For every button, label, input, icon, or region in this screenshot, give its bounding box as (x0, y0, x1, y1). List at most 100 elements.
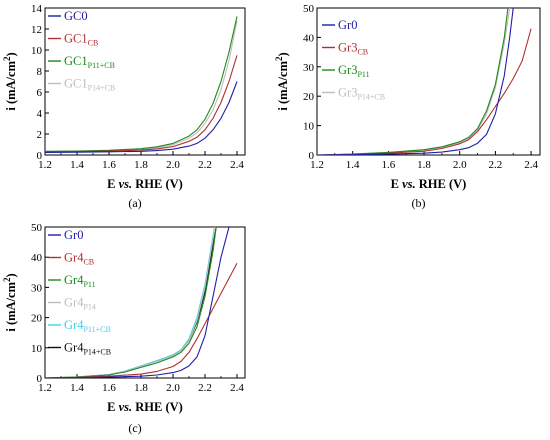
legend-entry-name: GC0 (64, 9, 88, 23)
x-axis-title-post: RHE (V) (132, 177, 183, 191)
legend-entry: Gr3P11 (338, 63, 370, 79)
y-axis-title-main: i (mA/cm (4, 281, 18, 331)
legend-entry: Gr0 (64, 228, 83, 242)
y-tick-label: 4 (37, 108, 43, 120)
x-axis-title-pre: E (107, 177, 118, 191)
y-axis-title: i (mA/cm2) (2, 52, 18, 110)
y-tick-label: 10 (31, 343, 43, 355)
legend-entry: Gr0 (338, 18, 357, 32)
x-tick-label: 1.4 (346, 159, 360, 171)
x-axis-title: E vs. RHE (V) (107, 400, 183, 414)
legend-entry-sub: P14+CB (83, 348, 111, 357)
y-axis-title-sup: 2 (2, 277, 12, 282)
legend-entry-name: Gr4 (64, 318, 84, 332)
y-tick-label: 20 (31, 313, 43, 325)
series-line (45, 16, 238, 152)
legend-entry-sub: P14 (83, 303, 95, 312)
series-group (45, 227, 238, 378)
legend-entry-name: Gr4 (64, 341, 84, 355)
legend-entry: Gr4CB (64, 251, 94, 267)
legend-entry-name: GC1 (64, 32, 88, 46)
x-axis-title-pre: E (391, 177, 402, 191)
y-tick-label: 50 (303, 3, 315, 15)
series-line (45, 227, 217, 378)
y-axis-title-main: i (mA/cm (4, 60, 18, 110)
y-tick-label: 8 (37, 66, 43, 78)
y-tick-label: 30 (31, 282, 43, 294)
y-tick-label: 20 (303, 91, 315, 103)
series-group (45, 16, 238, 153)
legend-entry: GC1CB (64, 32, 98, 48)
chart-panel: 1.2 1.4 1.6 1.8 2.0 2.2 2.4 0 10 20 30 40 50 E vs. RH… (2, 222, 246, 435)
plot-frame (44, 7, 246, 156)
legend-entry: Gr4P11+CB (64, 318, 111, 334)
x-tick-label: 2.4 (524, 159, 538, 171)
y-axis-title: i (mA/cm2) (274, 52, 290, 110)
legend-entry: GC0 (64, 9, 88, 23)
legend-entry: Gr4P14+CB (64, 341, 111, 357)
legend-entry-sub: CB (88, 39, 99, 48)
x-tick-label: 1.2 (38, 159, 52, 171)
x-tick-label: 1.4 (70, 159, 84, 171)
x-axis-title-pre: E (107, 400, 118, 414)
x-axis-title-italic: vs. (402, 177, 416, 191)
x-tick-label: 2.0 (453, 159, 467, 171)
legend-entry-sub: CB (83, 258, 94, 267)
legend-entry: GC1P11+CB (64, 54, 115, 70)
legend-entry: Gr4P11 (64, 273, 96, 289)
x-tick-label: 1.6 (102, 382, 116, 394)
panel-label: (c) (128, 421, 141, 435)
x-tick-label: 1.2 (310, 159, 324, 171)
x-tick-label: 1.8 (134, 159, 148, 171)
x-tick-label: 2.2 (198, 159, 212, 171)
legend-entry: Gr3P14+CB (338, 86, 385, 102)
series-line (317, 8, 509, 155)
legend-entry-name: Gr0 (64, 228, 83, 242)
chart-panel: 1.2 1.4 1.6 1.8 2.0 2.2 2.4 0 2 4 6 8 10 12 14 E vs. RH… (2, 3, 246, 210)
legend-entry: Gr3CB (338, 41, 368, 57)
series-line (45, 262, 238, 378)
x-axis-title-italic: vs. (119, 400, 133, 414)
y-tick-label: 6 (37, 87, 43, 99)
series-line (45, 227, 230, 378)
y-tick-label: 30 (303, 62, 315, 74)
y-axis-title-close: ) (4, 52, 18, 56)
x-axis-title: E vs. RHE (V) (391, 177, 467, 191)
y-axis-title-main: i (mA/cm (276, 60, 290, 110)
legend-entry-name: Gr3 (338, 41, 357, 55)
legend-entry-sub: P11 (83, 280, 95, 289)
x-tick-label: 1.4 (70, 382, 84, 394)
x-axis-title-post: RHE (V) (132, 400, 183, 414)
x-tick-label: 2.4 (230, 159, 244, 171)
legend-entry: Gr4P14 (64, 296, 96, 312)
y-tick-label: 0 (37, 150, 43, 162)
y-tick-label: 10 (303, 121, 315, 133)
legend-entry-name: Gr3 (338, 86, 357, 100)
panel-label: (a) (128, 196, 141, 210)
legend-entry-name: Gr4 (64, 251, 84, 265)
legend-entry-name: GC1 (64, 77, 88, 91)
legend-entry-name: GC1 (64, 54, 88, 68)
plot-frame (44, 226, 246, 379)
y-tick-label: 14 (31, 3, 43, 15)
x-tick-label: 2.0 (166, 382, 180, 394)
series-line (317, 28, 532, 155)
x-tick-label: 2.2 (198, 382, 212, 394)
plot-frame (316, 7, 541, 156)
x-tick-label: 2.2 (489, 159, 503, 171)
panel-label: (b) (412, 196, 426, 210)
y-tick-label: 0 (37, 373, 43, 385)
legend-entry: GC1P14+CB (64, 77, 115, 93)
legend-entry-sub: P11 (357, 70, 369, 79)
legend-entry-sub: P14+CB (88, 84, 116, 93)
y-axis-title-sup: 2 (2, 56, 12, 61)
x-axis-title-post: RHE (V) (416, 177, 467, 191)
y-axis-title: i (mA/cm2) (2, 273, 18, 331)
y-tick-label: 12 (31, 24, 42, 36)
y-axis-title-close: ) (276, 52, 290, 56)
x-tick-label: 1.2 (38, 382, 52, 394)
legend-entry-sub: P11+CB (83, 325, 110, 334)
y-tick-label: 40 (303, 32, 315, 44)
y-axis-title-sup: 2 (274, 56, 284, 61)
